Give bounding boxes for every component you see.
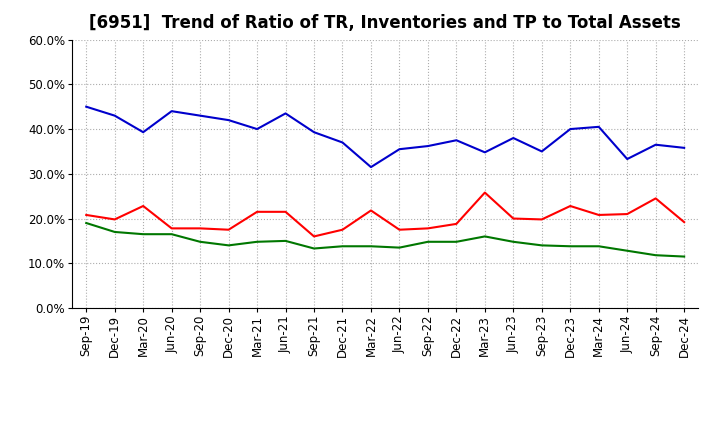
Trade Payables <box>452 239 461 245</box>
Inventories <box>82 104 91 109</box>
Trade Payables <box>253 239 261 245</box>
Line: Inventories: Inventories <box>86 106 684 167</box>
Inventories <box>452 138 461 143</box>
Inventories <box>139 129 148 135</box>
Trade Receivables <box>82 213 91 218</box>
Trade Receivables <box>395 227 404 232</box>
Trade Receivables <box>167 226 176 231</box>
Trade Payables <box>680 254 688 259</box>
Trade Payables <box>167 231 176 237</box>
Inventories <box>366 165 375 170</box>
Trade Payables <box>282 238 290 244</box>
Trade Payables <box>537 243 546 248</box>
Trade Payables <box>423 239 432 245</box>
Trade Receivables <box>310 234 318 239</box>
Trade Receivables <box>423 226 432 231</box>
Inventories <box>652 142 660 147</box>
Trade Receivables <box>139 203 148 209</box>
Inventories <box>110 113 119 118</box>
Title: [6951]  Trend of Ratio of TR, Inventories and TP to Total Assets: [6951] Trend of Ratio of TR, Inventories… <box>89 15 681 33</box>
Inventories <box>623 156 631 161</box>
Trade Receivables <box>225 227 233 232</box>
Trade Receivables <box>509 216 518 221</box>
Trade Receivables <box>566 203 575 209</box>
Trade Payables <box>310 246 318 251</box>
Trade Payables <box>652 253 660 258</box>
Trade Receivables <box>652 196 660 201</box>
Trade Receivables <box>537 217 546 222</box>
Trade Payables <box>139 231 148 237</box>
Inventories <box>282 111 290 116</box>
Inventories <box>167 109 176 114</box>
Trade Receivables <box>338 227 347 232</box>
Inventories <box>253 126 261 132</box>
Inventories <box>537 149 546 154</box>
Inventories <box>225 117 233 123</box>
Trade Receivables <box>366 208 375 213</box>
Inventories <box>595 124 603 129</box>
Inventories <box>310 129 318 135</box>
Inventories <box>196 113 204 118</box>
Trade Payables <box>480 234 489 239</box>
Inventories <box>680 145 688 150</box>
Trade Payables <box>225 243 233 248</box>
Trade Receivables <box>452 221 461 227</box>
Trade Payables <box>196 239 204 245</box>
Trade Payables <box>509 239 518 245</box>
Trade Payables <box>110 229 119 235</box>
Trade Receivables <box>110 217 119 222</box>
Trade Payables <box>338 244 347 249</box>
Trade Payables <box>566 244 575 249</box>
Trade Receivables <box>282 209 290 214</box>
Inventories <box>509 136 518 141</box>
Trade Receivables <box>480 190 489 195</box>
Trade Receivables <box>253 209 261 214</box>
Trade Receivables <box>623 211 631 216</box>
Inventories <box>338 140 347 145</box>
Trade Receivables <box>196 226 204 231</box>
Trade Payables <box>623 248 631 253</box>
Trade Payables <box>395 245 404 250</box>
Trade Payables <box>82 220 91 226</box>
Inventories <box>480 150 489 155</box>
Inventories <box>395 147 404 152</box>
Trade Receivables <box>595 213 603 218</box>
Inventories <box>423 143 432 149</box>
Inventories <box>566 126 575 132</box>
Trade Payables <box>366 244 375 249</box>
Trade Receivables <box>680 220 688 225</box>
Line: Trade Payables: Trade Payables <box>86 223 684 257</box>
Trade Payables <box>595 244 603 249</box>
Line: Trade Receivables: Trade Receivables <box>86 193 684 236</box>
